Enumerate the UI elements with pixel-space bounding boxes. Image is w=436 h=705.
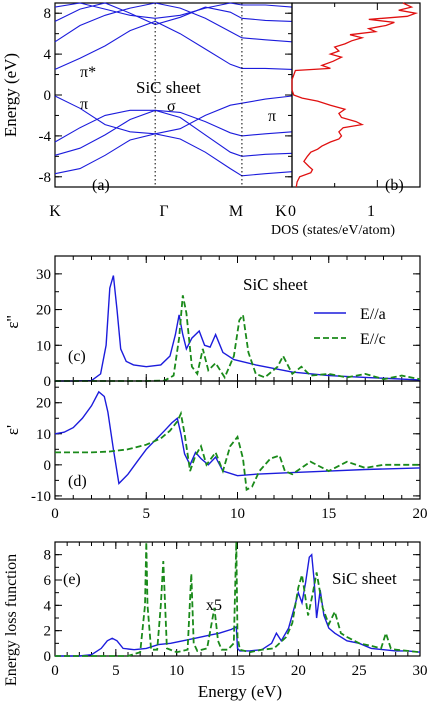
panel-c-label: (c) [68, 348, 86, 365]
panel-e-label: (e) [63, 571, 81, 588]
panel-e-xtick-label-2: 10 [169, 663, 184, 679]
panel-c-curves [55, 275, 421, 382]
k-label-K: K [49, 203, 61, 220]
panel-e-xtick-label-5: 25 [352, 663, 367, 679]
panel-c-ytick-label-2: 20 [36, 303, 51, 319]
band-line-5 [54, 2, 293, 43]
panel-e-ytick-label-3: 6 [44, 573, 52, 589]
k-label-M: M [229, 203, 243, 220]
panel-a-annotation: SiC sheet [136, 78, 201, 97]
panel-b-dos: 0 1 DOS (states/eV/atom) (b) [271, 2, 421, 238]
band-line-7 [54, 2, 293, 19]
panel-a-ytick-label-4: 8 [44, 6, 52, 22]
eps1-curve-Ea [54, 390, 421, 485]
panel-a-band-structure: -8 -4 0 4 8 Energy (eV) SiC sheet (a) π* π σ… [1, 2, 293, 220]
panel-e-ytick-label-0: 0 [44, 649, 52, 665]
panel-d-ytick-label-3: 20 [36, 396, 51, 412]
panel-c-ytick-label-1: 10 [36, 338, 51, 354]
eps2-curve-Ec [55, 295, 421, 382]
panel-a-k-lines [154, 3, 243, 187]
panel-b-dos-curve [291, 2, 419, 188]
panel-a-label: (a) [92, 177, 110, 194]
panel-d-label: (d) [68, 473, 87, 490]
panel-c-ytick-label-3: 30 [36, 267, 51, 283]
panel-b-label: (b) [385, 177, 404, 194]
band-line-3 [54, 95, 293, 135]
panel-e-scale-note: x5 [206, 597, 222, 614]
panel-b-xlabel: DOS (states/eV/atom) [271, 223, 395, 238]
eps1-curve-Ec [55, 410, 420, 492]
panel-d-ytick-label-2: 10 [36, 427, 51, 443]
panel-d-xtick-label-4: 20 [413, 506, 428, 522]
band-label-sigma: σ [167, 98, 176, 115]
panel-e-ytick-label-2: 4 [44, 598, 52, 614]
panel-e-annotation: SiC sheet [332, 569, 397, 588]
legend-label-a: E//a [360, 306, 386, 323]
band-line-0 [54, 133, 293, 177]
panel-a-ytick-label-1: -4 [39, 129, 52, 145]
panel-a-y-ticks: -8 -4 0 4 8 [39, 6, 292, 186]
panel-a-ytick-label-2: 0 [44, 88, 52, 104]
panel-e-ylabel: Energy loss function [3, 554, 20, 686]
panel-d-ytick-label-1: 0 [44, 458, 52, 474]
panel-d-ytick-label-0: -10 [31, 489, 51, 505]
panel-b-x-ticks [291, 3, 378, 187]
panel-d-xtick-label-0: 0 [51, 506, 59, 522]
panel-c-ylabel: ε'' [3, 315, 22, 328]
panel-e-xtick-label-0: 0 [51, 663, 59, 679]
band-label-pistar: π* [80, 64, 96, 81]
dos-curve [291, 2, 419, 188]
panel-e-xtick-label-1: 5 [112, 663, 120, 679]
panel-e-xtick-label-3: 15 [230, 663, 245, 679]
panel-d-xtick-label-3: 15 [321, 506, 336, 522]
panel-e-ytick-label-1: 2 [44, 624, 52, 640]
eels-curve-Ea [55, 553, 421, 657]
k-label-K-end: K [275, 203, 287, 220]
panel-d-xtick-label-1: 5 [143, 506, 151, 522]
band-label-pi-left: π [80, 96, 88, 113]
legend: E//a E//c [314, 306, 386, 348]
panel-c-ytick-label-0: 0 [44, 374, 52, 390]
eels-curve-Ec [55, 541, 421, 657]
legend-label-c: E//c [360, 331, 386, 348]
panel-c-annotation: SiC sheet [243, 275, 308, 294]
panel-a-bands [54, 2, 293, 177]
panel-e-ytick-label-4: 8 [44, 548, 52, 564]
panel-a-ylabel: Energy (eV) [1, 53, 20, 137]
k-label-Gamma: Γ [159, 203, 168, 220]
panel-c-y-ticks: 0 10 20 30 [36, 255, 421, 390]
panel-c-eps2: 0 10 20 30 ε'' SiC sheet (c) E//a E//c [3, 255, 421, 390]
panel-e-xtick-label-6: 30 [413, 663, 428, 679]
panel-d-curves [54, 390, 421, 492]
band-line-4 [54, 20, 293, 70]
panel-b-tick-1: 1 [367, 203, 375, 220]
panel-a-ytick-label-0: -8 [39, 170, 52, 186]
panel-e-xlabel: Energy (eV) [198, 682, 282, 701]
panel-e-xtick-label-4: 20 [291, 663, 306, 679]
panel-e-eels: 0 2 4 6 8 0 5 10 15 20 25 30 Energy loss function E… [3, 541, 428, 701]
panel-e-curves [55, 541, 421, 657]
eps2-curve-Ea [55, 275, 421, 382]
panel-d-ylabel: ε' [3, 425, 22, 435]
panel-d-xtick-label-2: 10 [230, 506, 245, 522]
band-line-1 [54, 109, 293, 157]
panel-b-tick-0: 0 [288, 203, 296, 220]
panel-a-ytick-label-3: 4 [44, 47, 52, 63]
band-label-pi-right: π [268, 108, 276, 125]
band-line-6 [54, 2, 293, 26]
